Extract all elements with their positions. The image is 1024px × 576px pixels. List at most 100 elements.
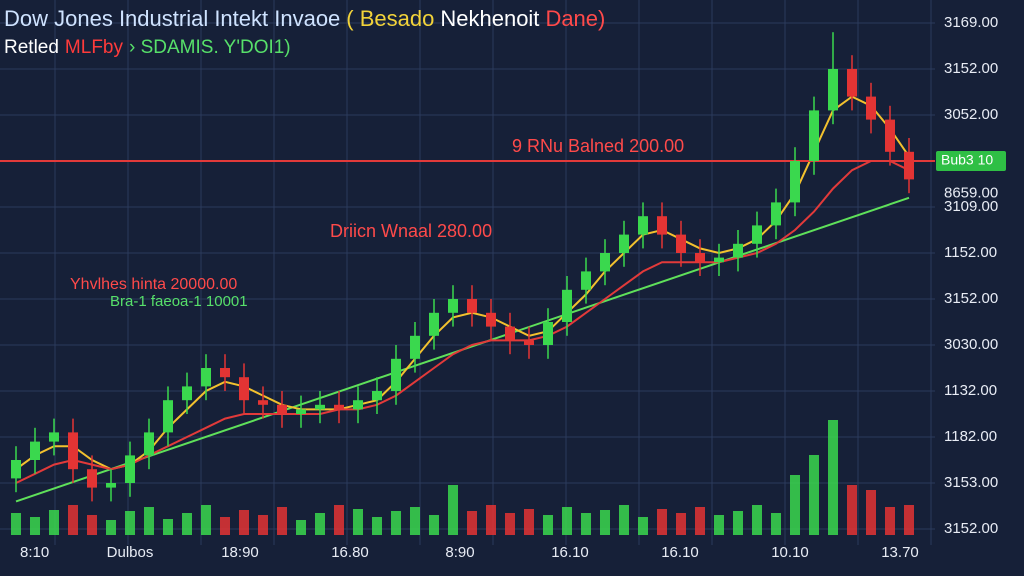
x-tick-label: 16.10 [551,544,589,561]
volume-bar [163,519,173,535]
candle-body [277,404,287,414]
volume-bar [524,509,534,535]
candle-body [524,340,534,345]
candle-body [885,119,895,152]
volume-bar [220,517,230,535]
x-tick-label: 16.10 [661,544,699,561]
y-tick-label: 3109.00 [944,198,998,215]
subtitle-part: Retled [4,37,59,58]
candle-body [315,404,325,410]
chart-title: Dow Jones Industrial Intekt Invaoe( Besa… [4,6,605,31]
volume-bar [144,507,154,535]
candle-body [144,432,154,456]
volume-bar [30,517,40,535]
volume-bar [429,515,439,535]
volume-bar [752,505,762,535]
volume-bar [334,505,344,535]
candle-body [581,271,591,290]
volume-bar [410,507,420,535]
candle-body [676,234,686,253]
volume-bar [182,513,192,535]
candle-body [334,404,344,410]
volume-bar [562,507,572,535]
candle-body [353,400,363,410]
candle-body [467,299,477,313]
candle-body [11,460,21,479]
x-tick-label: 16.80 [331,544,369,561]
volume-bar [239,510,249,535]
candle-body [106,483,116,488]
candle-body [410,335,420,359]
y-tick-label: 3169.00 [944,14,998,31]
volume-bar [581,513,591,535]
candle-body [505,326,515,341]
price-tag-box [936,151,1006,171]
volume-bar [11,513,21,535]
subtitle-part: MLFby [65,37,124,58]
y-tick-label: 3152.00 [944,520,998,537]
subtitle-part: › SDAMIS. Y'DOI1) [129,37,291,58]
volume-bar [258,515,268,535]
candle-body [87,469,97,488]
candle-body [752,225,762,244]
candle-body [695,253,705,263]
volume-bar [543,515,553,535]
volume-bar [391,511,401,535]
moving-average [15,160,910,484]
volume-bar [828,420,838,535]
candle-body [125,455,135,483]
candle-body [68,432,78,470]
y-tick-label: 3152.00 [944,60,998,77]
candle-body [239,377,249,401]
price-tag: Bub3 10 [941,152,993,168]
volume-bar [885,507,895,535]
x-tick-label: 10.10 [771,544,809,561]
volume-bar [68,505,78,535]
title-part: Nekhenoit [440,6,539,31]
y-tick-label: 3152.00 [944,290,998,307]
grid [0,0,935,545]
volume-bar [771,513,781,535]
y-tick-label: 1182.00 [944,428,997,445]
candle-body [790,161,800,203]
annotation: Bra-1 faeoa-1 10001 [110,293,248,310]
x-tick-label: 18:90 [221,544,259,561]
x-tick-label: 8:90 [445,544,474,561]
x-tick-label: 8:10 [20,544,49,561]
title-part: Dow Jones Industrial Intekt Invaoe [4,6,340,31]
volume-bar [714,515,724,535]
candle-body [866,96,876,120]
candle-body [448,299,458,313]
annotation: Yhvlhes hinta 20000.00 [70,276,237,293]
volume-bar [125,511,135,535]
candle-body [163,400,173,433]
volume-bar [201,505,211,535]
title-part: Dane) [545,6,605,31]
candle-body [429,312,439,336]
candle-body [904,151,914,180]
volume-bar [106,520,116,535]
candle-body [809,110,819,161]
candle-body [847,69,857,97]
candle-body [657,216,667,235]
volume-bar [467,511,477,535]
y-tick-label: 3153.00 [944,474,998,491]
candle-body [182,386,192,401]
candle-body [828,69,838,111]
volume-bar [847,485,857,535]
volume-bar [353,509,363,535]
volume-bar [809,455,819,535]
candle-body [619,234,629,253]
volume-bar [638,517,648,535]
volume-bar [372,517,382,535]
volume-bar [733,511,743,535]
candle-body [201,368,211,387]
volume-bar [866,490,876,535]
candle-body [714,257,724,263]
volume-bar [486,505,496,535]
candle-body [543,322,553,345]
candle-body [600,253,610,272]
candle-body [296,409,306,414]
volume-bar [505,513,515,535]
